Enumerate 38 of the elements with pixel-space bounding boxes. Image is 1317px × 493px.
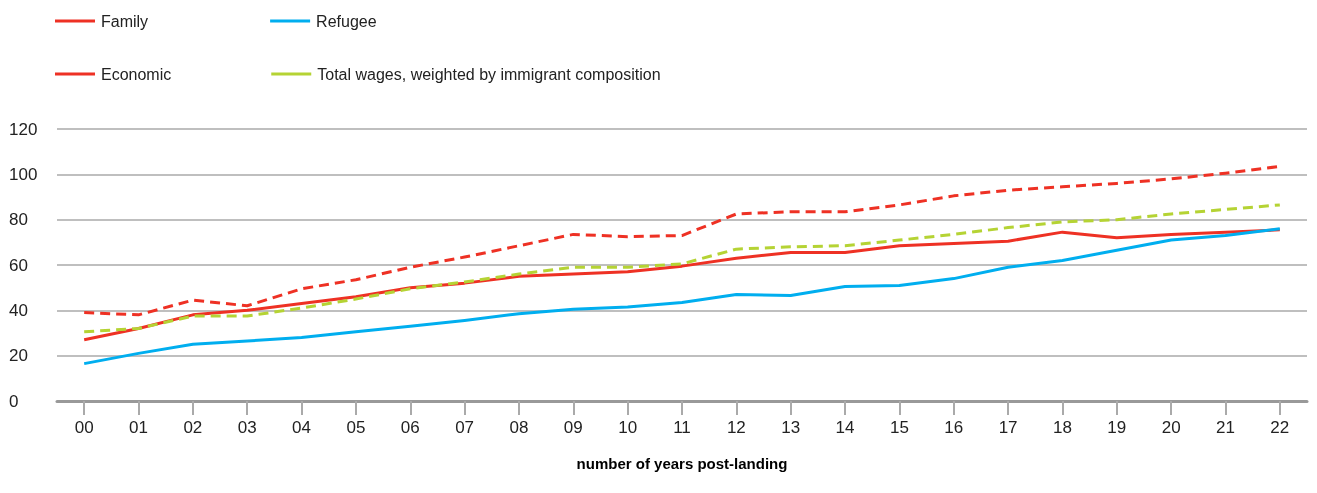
x-tick-label: 11 <box>673 418 691 437</box>
x-tick-label: 01 <box>129 418 148 437</box>
y-tick-label: 0 <box>9 391 19 411</box>
x-tick-label: 02 <box>183 418 203 437</box>
x-tick-label: 00 <box>74 418 94 437</box>
x-tick-label: 14 <box>835 418 855 437</box>
x-tick-label: 21 <box>1216 418 1235 437</box>
x-tick-label: 06 <box>400 418 420 437</box>
y-tick-label: 120 <box>9 119 38 139</box>
x-tick-label: 16 <box>944 418 964 437</box>
y-tick-label: 60 <box>9 255 28 275</box>
x-tick-label: 05 <box>346 418 366 437</box>
line-series <box>82 228 1282 342</box>
y-tick-label: 100 <box>9 164 38 184</box>
x-tick-label: 17 <box>998 418 1018 437</box>
x-tick-label: 13 <box>781 418 801 437</box>
legend-label: Family <box>101 12 149 30</box>
x-tick-label: 04 <box>292 418 312 437</box>
x-tick-label: 15 <box>889 418 909 437</box>
legend-label: Refugee <box>316 12 377 30</box>
x-tick-label: 18 <box>1052 418 1072 437</box>
y-tick-label: 40 <box>9 300 28 320</box>
x-tick-label: 09 <box>563 418 583 437</box>
x-axis-title: number of years post-landing <box>576 455 788 472</box>
x-tick-label: 07 <box>455 418 475 437</box>
x-tick-label: 20 <box>1161 418 1181 437</box>
x-tick-label: 08 <box>509 418 529 437</box>
y-tick-label: 20 <box>9 346 28 366</box>
x-tick-label: 19 <box>1107 418 1127 437</box>
line-series <box>82 227 1282 366</box>
x-tick-label: 10 <box>618 418 638 437</box>
x-tick-label: 22 <box>1270 418 1290 437</box>
legend-label: Economic <box>101 65 172 83</box>
x-tick-label: 03 <box>237 418 257 437</box>
legend-label: Total wages, weighted by immigrant composition <box>317 65 661 83</box>
y-tick-label: 80 <box>9 210 28 230</box>
line-series <box>82 203 1282 334</box>
x-tick-label: 12 <box>726 418 746 437</box>
